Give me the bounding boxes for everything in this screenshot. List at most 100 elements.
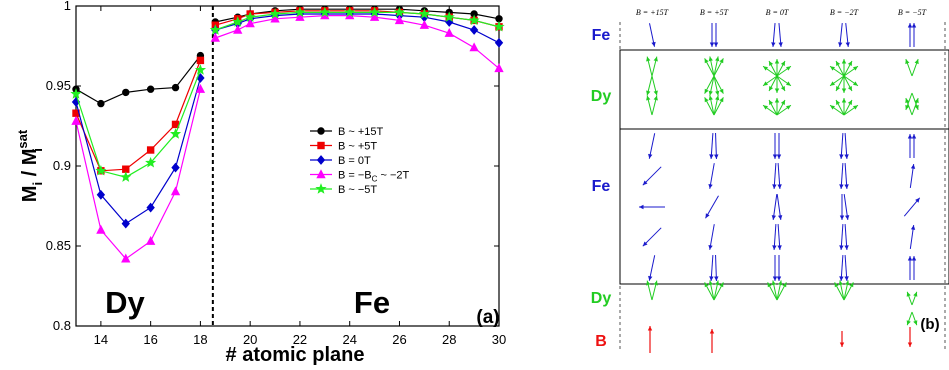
spin-arrow [772,223,777,251]
y-axis-ticks: 0.8 0.85 0.9 0.95 1 [46,0,499,333]
spin-arrow [835,99,845,116]
spin-arrow [639,204,665,210]
spin-arrow [909,225,916,249]
spin-arrow [651,280,658,301]
x-tick-label: 26 [392,332,406,347]
spin-arrow [778,23,783,47]
spin-arrow [911,97,919,116]
spin-arrow [911,134,917,158]
data-point [96,189,106,200]
spin-arrow [843,75,853,92]
spin-arrow [843,194,850,220]
data-point [245,18,255,28]
data-point [233,24,243,34]
row-label-field: B [595,333,607,350]
spin-arrow [835,60,845,77]
spin-arrow [705,195,719,219]
spin-arrow [772,255,778,281]
data-point [244,11,256,22]
spin-arrow [843,282,854,301]
spin-arrow [776,282,787,301]
x-axis-label: # atomic plane [226,344,365,366]
spin-arrow [843,99,853,116]
y-tick-label: 0.95 [46,78,71,93]
spin-arrow [906,291,913,306]
spin-arrow [646,56,653,77]
legend-entry: B ~ +15T [310,126,384,138]
series-layer [70,5,505,263]
data-point [418,8,430,19]
data-point [170,186,181,196]
x-axis-ticks: 14 16 18 20 22 24 26 28 30 [94,6,506,347]
spin-arrow [647,326,653,353]
x-tick-label: 16 [143,332,157,347]
data-point [95,164,107,176]
spin-arrow [713,280,720,301]
spin-arrow [708,75,715,96]
spin-arrow [713,58,724,77]
data-point [494,63,504,73]
spin-arrow [771,194,778,220]
spin-arrow [776,60,786,77]
spin-arrow [774,98,780,115]
column-header: B = +5T [700,8,729,17]
spin-arrow [839,162,844,190]
spin-arrow [839,254,844,282]
spin-arrow [911,311,918,326]
x-tick-label: 14 [94,332,108,347]
spin-arrow [771,23,776,47]
spin-arrow [844,254,849,282]
data-point [468,14,480,26]
data-point [194,64,207,75]
x-tick-label: 20 [243,332,257,347]
data-point [344,6,356,18]
row-label-dy-top: Dy [591,88,612,105]
spin-arrow [907,134,913,158]
data-point [120,171,132,182]
spin-arrow [762,65,778,77]
data-point [122,165,130,173]
data-point [97,99,105,108]
y-tick-label: 0.85 [46,238,71,253]
spin-arrow [839,331,845,347]
spin-arrow [776,75,786,92]
spin-arrow [708,224,715,250]
spin-arrow [843,280,850,301]
data-point [70,88,82,99]
spin-arrow [911,58,919,77]
row-label-fe-mid: Fe [592,178,611,195]
series [72,5,503,108]
spin-arrow [776,133,782,159]
spin-arrow [774,59,780,76]
spin-arrow [642,166,662,186]
spin-arrow [646,75,653,96]
spin-arrow [708,56,715,77]
spin-arrow [845,23,850,47]
row-label-fe-top: Fe [592,27,611,44]
data-point [317,127,325,135]
data-point [494,37,504,48]
spin-arrow [907,327,913,347]
spin-arrow [911,291,918,306]
spin-arrow [768,75,778,92]
spin-arrow [911,256,917,280]
spin-arrow [843,104,859,116]
data-point [294,6,306,18]
data-point [209,24,221,35]
legend-entry: B ~ +5T [310,141,377,153]
spin-arrow [839,223,844,251]
data-point [121,218,130,229]
spin-arrow [762,75,778,87]
spin-arrow [704,58,715,77]
legend-label: B ~ +5T [338,141,377,153]
spin-arrow [774,76,780,93]
spin-arrow [905,97,913,116]
data-point [145,156,157,168]
data-point [270,13,280,23]
data-point [295,11,305,21]
spin-arrow [771,280,778,301]
series-line-dy [75,89,201,260]
spin-arrow [708,95,715,116]
data-point [71,115,81,125]
spin-arrow [648,133,656,159]
